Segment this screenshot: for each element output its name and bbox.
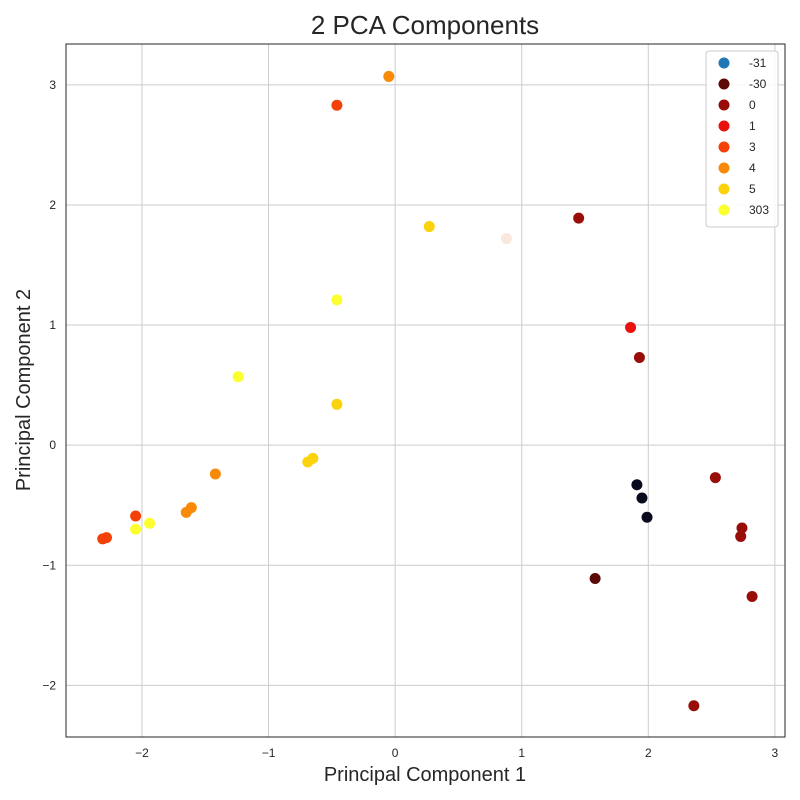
data-point: [625, 321, 637, 333]
grid: [66, 44, 785, 737]
x-tick-label: 0: [392, 746, 399, 760]
chart-title: 2 PCA Components: [311, 10, 539, 40]
y-axis-label: Principal Component 2: [13, 289, 35, 491]
y-axis-ticks: −2 −1 0 1 2 3: [42, 78, 56, 693]
data-point: [185, 502, 197, 514]
x-tick-label: −2: [135, 746, 149, 760]
legend-label: 3: [749, 140, 756, 154]
data-point: [688, 700, 700, 712]
data-point: [573, 212, 585, 224]
data-point: [331, 398, 343, 410]
scatter-points: [97, 70, 758, 712]
data-point: [736, 522, 748, 534]
legend-marker: [718, 162, 730, 174]
y-tick-label: −2: [42, 678, 56, 692]
y-tick-label: 2: [49, 198, 56, 212]
legend-frame: [705, 50, 779, 228]
data-point: [636, 492, 648, 504]
x-tick-label: −1: [262, 746, 276, 760]
legend-label: 1: [749, 119, 756, 133]
y-tick-label: 0: [49, 438, 56, 452]
legend-marker: [718, 141, 730, 153]
legend-marker: [718, 183, 730, 195]
y-tick-label: −1: [42, 558, 56, 572]
x-axis-label: Principal Component 1: [324, 764, 526, 786]
legend-label: -30: [749, 77, 767, 91]
data-point: [383, 70, 395, 82]
plot-area: [65, 43, 786, 738]
legend-marker: [718, 99, 730, 111]
x-axis-ticks: −2 −1 0 1 2 3: [135, 746, 778, 760]
data-point: [633, 351, 645, 363]
data-point: [232, 371, 244, 383]
x-tick-label: 1: [518, 746, 525, 760]
data-point: [307, 452, 319, 464]
x-tick-label: 2: [645, 746, 652, 760]
legend: -31 -30 0 1 3 4 5 303: [705, 50, 779, 228]
data-point: [709, 472, 721, 484]
x-tick-label: 3: [772, 746, 779, 760]
data-point: [331, 99, 343, 111]
data-point: [589, 572, 601, 584]
legend-label: -31: [749, 56, 767, 70]
data-point: [735, 530, 747, 542]
data-point: [144, 517, 156, 529]
legend-marker: [718, 57, 730, 69]
data-point: [501, 233, 513, 245]
data-point: [130, 523, 142, 535]
legend-label: 303: [749, 203, 769, 217]
legend-label: 4: [749, 161, 756, 175]
data-point: [331, 294, 343, 306]
data-point: [641, 511, 653, 523]
y-tick-label: 3: [49, 78, 56, 92]
data-point: [101, 532, 113, 544]
data-point: [209, 468, 221, 480]
legend-label: 0: [749, 98, 756, 112]
data-point: [746, 590, 758, 602]
data-point: [423, 221, 435, 233]
data-point: [631, 479, 643, 491]
legend-marker: [718, 78, 730, 90]
legend-marker: [718, 120, 730, 132]
data-point: [130, 510, 142, 522]
legend-label: 5: [749, 182, 756, 196]
y-tick-label: 1: [49, 318, 56, 332]
legend-marker: [718, 204, 730, 216]
